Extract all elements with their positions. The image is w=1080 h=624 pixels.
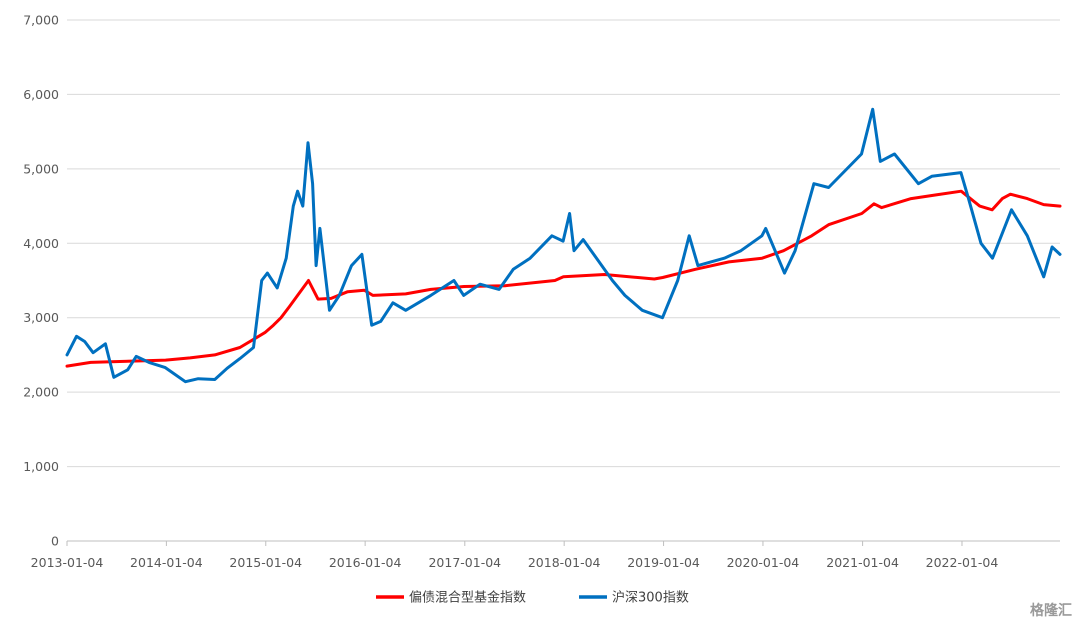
series-line-2 — [65, 107, 1062, 384]
x-tick-label: 2017-01-04 — [428, 555, 501, 570]
y-tick-label: 7,000 — [23, 13, 59, 28]
watermark-logo: 格隆汇 — [1030, 600, 1072, 620]
x-tick-label: 2022-01-04 — [926, 555, 999, 570]
x-tick-label: 2014-01-04 — [130, 555, 203, 570]
x-tick-label: 2019-01-04 — [627, 555, 700, 570]
y-tick-label: 3,000 — [23, 310, 59, 325]
legend-label: 偏债混合型基金指数 — [409, 590, 526, 606]
gridlines — [67, 19, 1060, 468]
x-tick-label: 2020-01-04 — [727, 555, 800, 570]
series-lines — [65, 107, 1062, 384]
watermark-text: 格隆汇 — [1030, 603, 1072, 619]
y-tick-label: 6,000 — [23, 87, 59, 102]
y-tick-label: 1,000 — [23, 459, 59, 474]
legend: 偏债混合型基金指数 沪深300指数 — [376, 590, 689, 606]
x-tick-label: 2015-01-04 — [229, 555, 302, 570]
series-line-1 — [65, 189, 1062, 368]
y-tick-label: 0 — [51, 534, 59, 549]
x-tick-label: 2013-01-04 — [31, 555, 104, 570]
x-tick-label: 2018-01-04 — [528, 555, 601, 570]
legend-label: 沪深300指数 — [612, 590, 689, 606]
x-tick-label: 2016-01-04 — [329, 555, 402, 570]
y-tick-label: 2,000 — [23, 385, 59, 400]
y-tick-label: 4,000 — [23, 236, 59, 251]
x-tick-label: 2021-01-04 — [826, 555, 899, 570]
x-axis: 2013-01-04 2014-01-04 2015-01-04 2016-01-04… — [31, 540, 1060, 570]
y-tick-label: 5,000 — [23, 161, 59, 176]
y-axis-tick-labels: 0 1,000 2,000 3,000 4,000 5,000 6,000 7,000 — [23, 13, 59, 549]
